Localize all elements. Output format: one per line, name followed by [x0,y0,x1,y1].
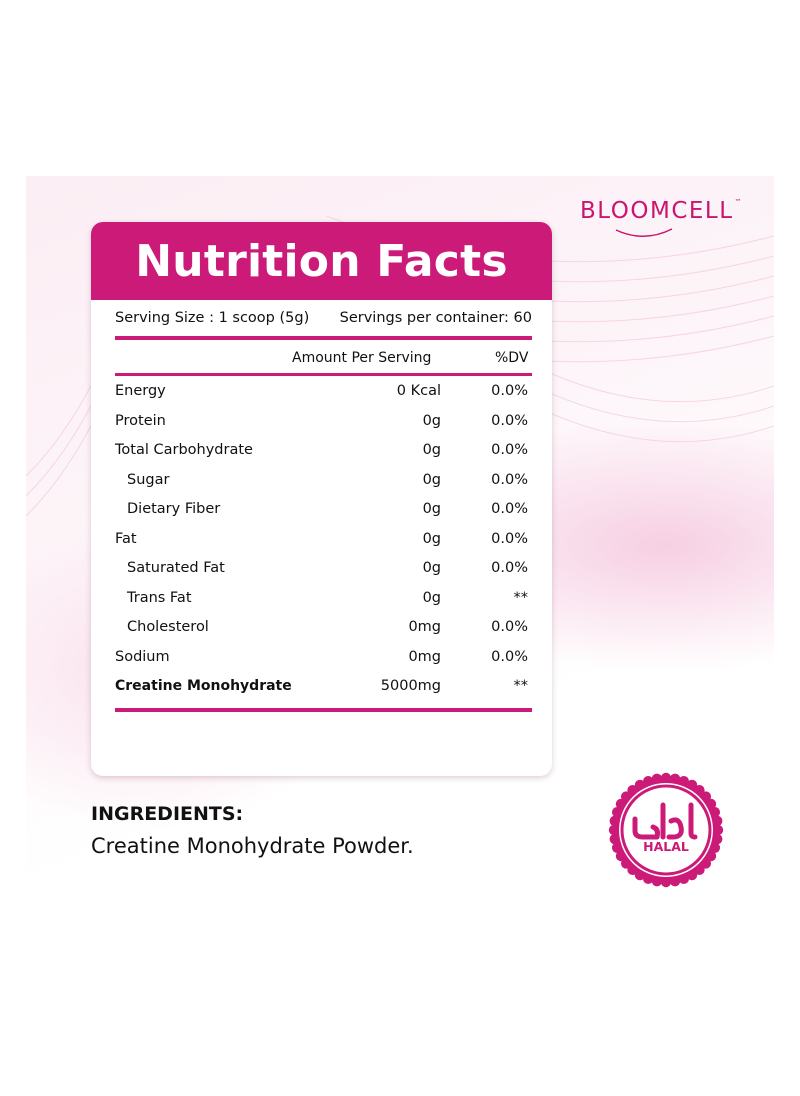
nutrient-amount: 0g [422,560,441,576]
nutrient-row: Creatine Monohydrate 5000mg ** [115,678,532,698]
nutrient-row: Fat 0g 0.0% [115,531,532,551]
nutrient-dv: 0.0% [491,442,528,458]
nutrient-name: Energy [115,383,166,399]
nutrient-dv: 0.0% [491,412,528,429]
ingredients-title: INGREDIENTS: [91,803,244,825]
nutrient-dv: 0.0% [491,530,528,547]
nutrient-amount: 0mg [408,619,441,635]
halal-label: HALAL [643,839,689,854]
serving-row: Serving Size : 1 scoop (5g) Servings per… [115,310,532,326]
nutrient-amount: 0g [422,412,441,429]
nutrient-dv: 0.0% [491,383,528,399]
nutrient-amount: 0g [422,501,441,517]
nutrient-amount: 0g [422,442,441,458]
trademark-mark: ™ [734,198,742,206]
nutrient-name: Sugar [127,471,170,488]
nutrient-amount: 0g [422,530,441,547]
nutrient-row: Energy 0 Kcal 0.0% [115,383,532,403]
serving-size: Serving Size : 1 scoop (5g) [115,310,310,326]
nutrient-row: Protein 0g 0.0% [115,413,532,433]
nutrient-name: Creatine Monohydrate [115,678,292,694]
nutrient-dv: 0.0% [491,560,528,576]
nutrition-facts-card: Nutrition Facts Serving Size : 1 scoop (… [91,222,552,776]
brand-name: BLOOMCELL [580,198,734,224]
nutrient-name: Cholesterol [127,619,209,635]
divider-bottom [115,708,532,712]
nutrient-name: Sodium [115,648,170,665]
nutrient-row: Saturated Fat 0g 0.0% [115,560,532,580]
nutrient-name: Dietary Fiber [127,501,221,517]
nutrient-dv: 0.0% [491,471,528,488]
nutrient-name: Fat [115,530,137,547]
nutrient-name: Total Carbohydrate [115,442,253,458]
nutrient-row: Cholesterol 0mg 0.0% [115,619,532,639]
nutrient-dv: ** [513,678,529,694]
nutrient-dv: 0.0% [491,501,528,517]
smile-arc-icon [615,228,673,237]
nutrient-row: Dietary Fiber 0g 0.0% [115,501,532,521]
card-header: Nutrition Facts [91,222,552,300]
nutrient-name: Protein [115,412,166,429]
nutrient-name: Saturated Fat [127,560,225,576]
nutrient-dv: 0.0% [491,648,528,665]
nutrient-amount: 0g [422,471,441,488]
nutrition-title: Nutrition Facts [135,235,508,287]
servings-per-container: Servings per container: 60 [339,310,532,326]
nutrient-row: Total Carbohydrate 0g 0.0% [115,442,532,462]
nutrient-row: Sugar 0g 0.0% [115,472,532,492]
column-header-dv: %DV [495,350,529,366]
nutrient-amount: 0g [422,589,441,606]
halal-badge-icon [608,772,724,888]
ingredients-text: Creatine Monohydrate Powder. [91,834,414,858]
divider-top [115,336,532,340]
nutrient-row: Trans Fat 0g ** [115,590,532,610]
nutrient-amount: 5000mg [380,678,441,694]
nutrient-row: Sodium 0mg 0.0% [115,649,532,669]
nutrient-amount: 0 Kcal [396,383,441,399]
nutrient-name: Trans Fat [127,589,192,606]
column-header-amount: Amount Per Serving [292,350,432,366]
brand-logo: BLOOMCELL™ [580,198,760,237]
nutrient-dv: ** [513,589,529,606]
divider-header [115,373,532,376]
nutrient-dv: 0.0% [491,619,528,635]
nutrient-amount: 0mg [408,648,441,665]
